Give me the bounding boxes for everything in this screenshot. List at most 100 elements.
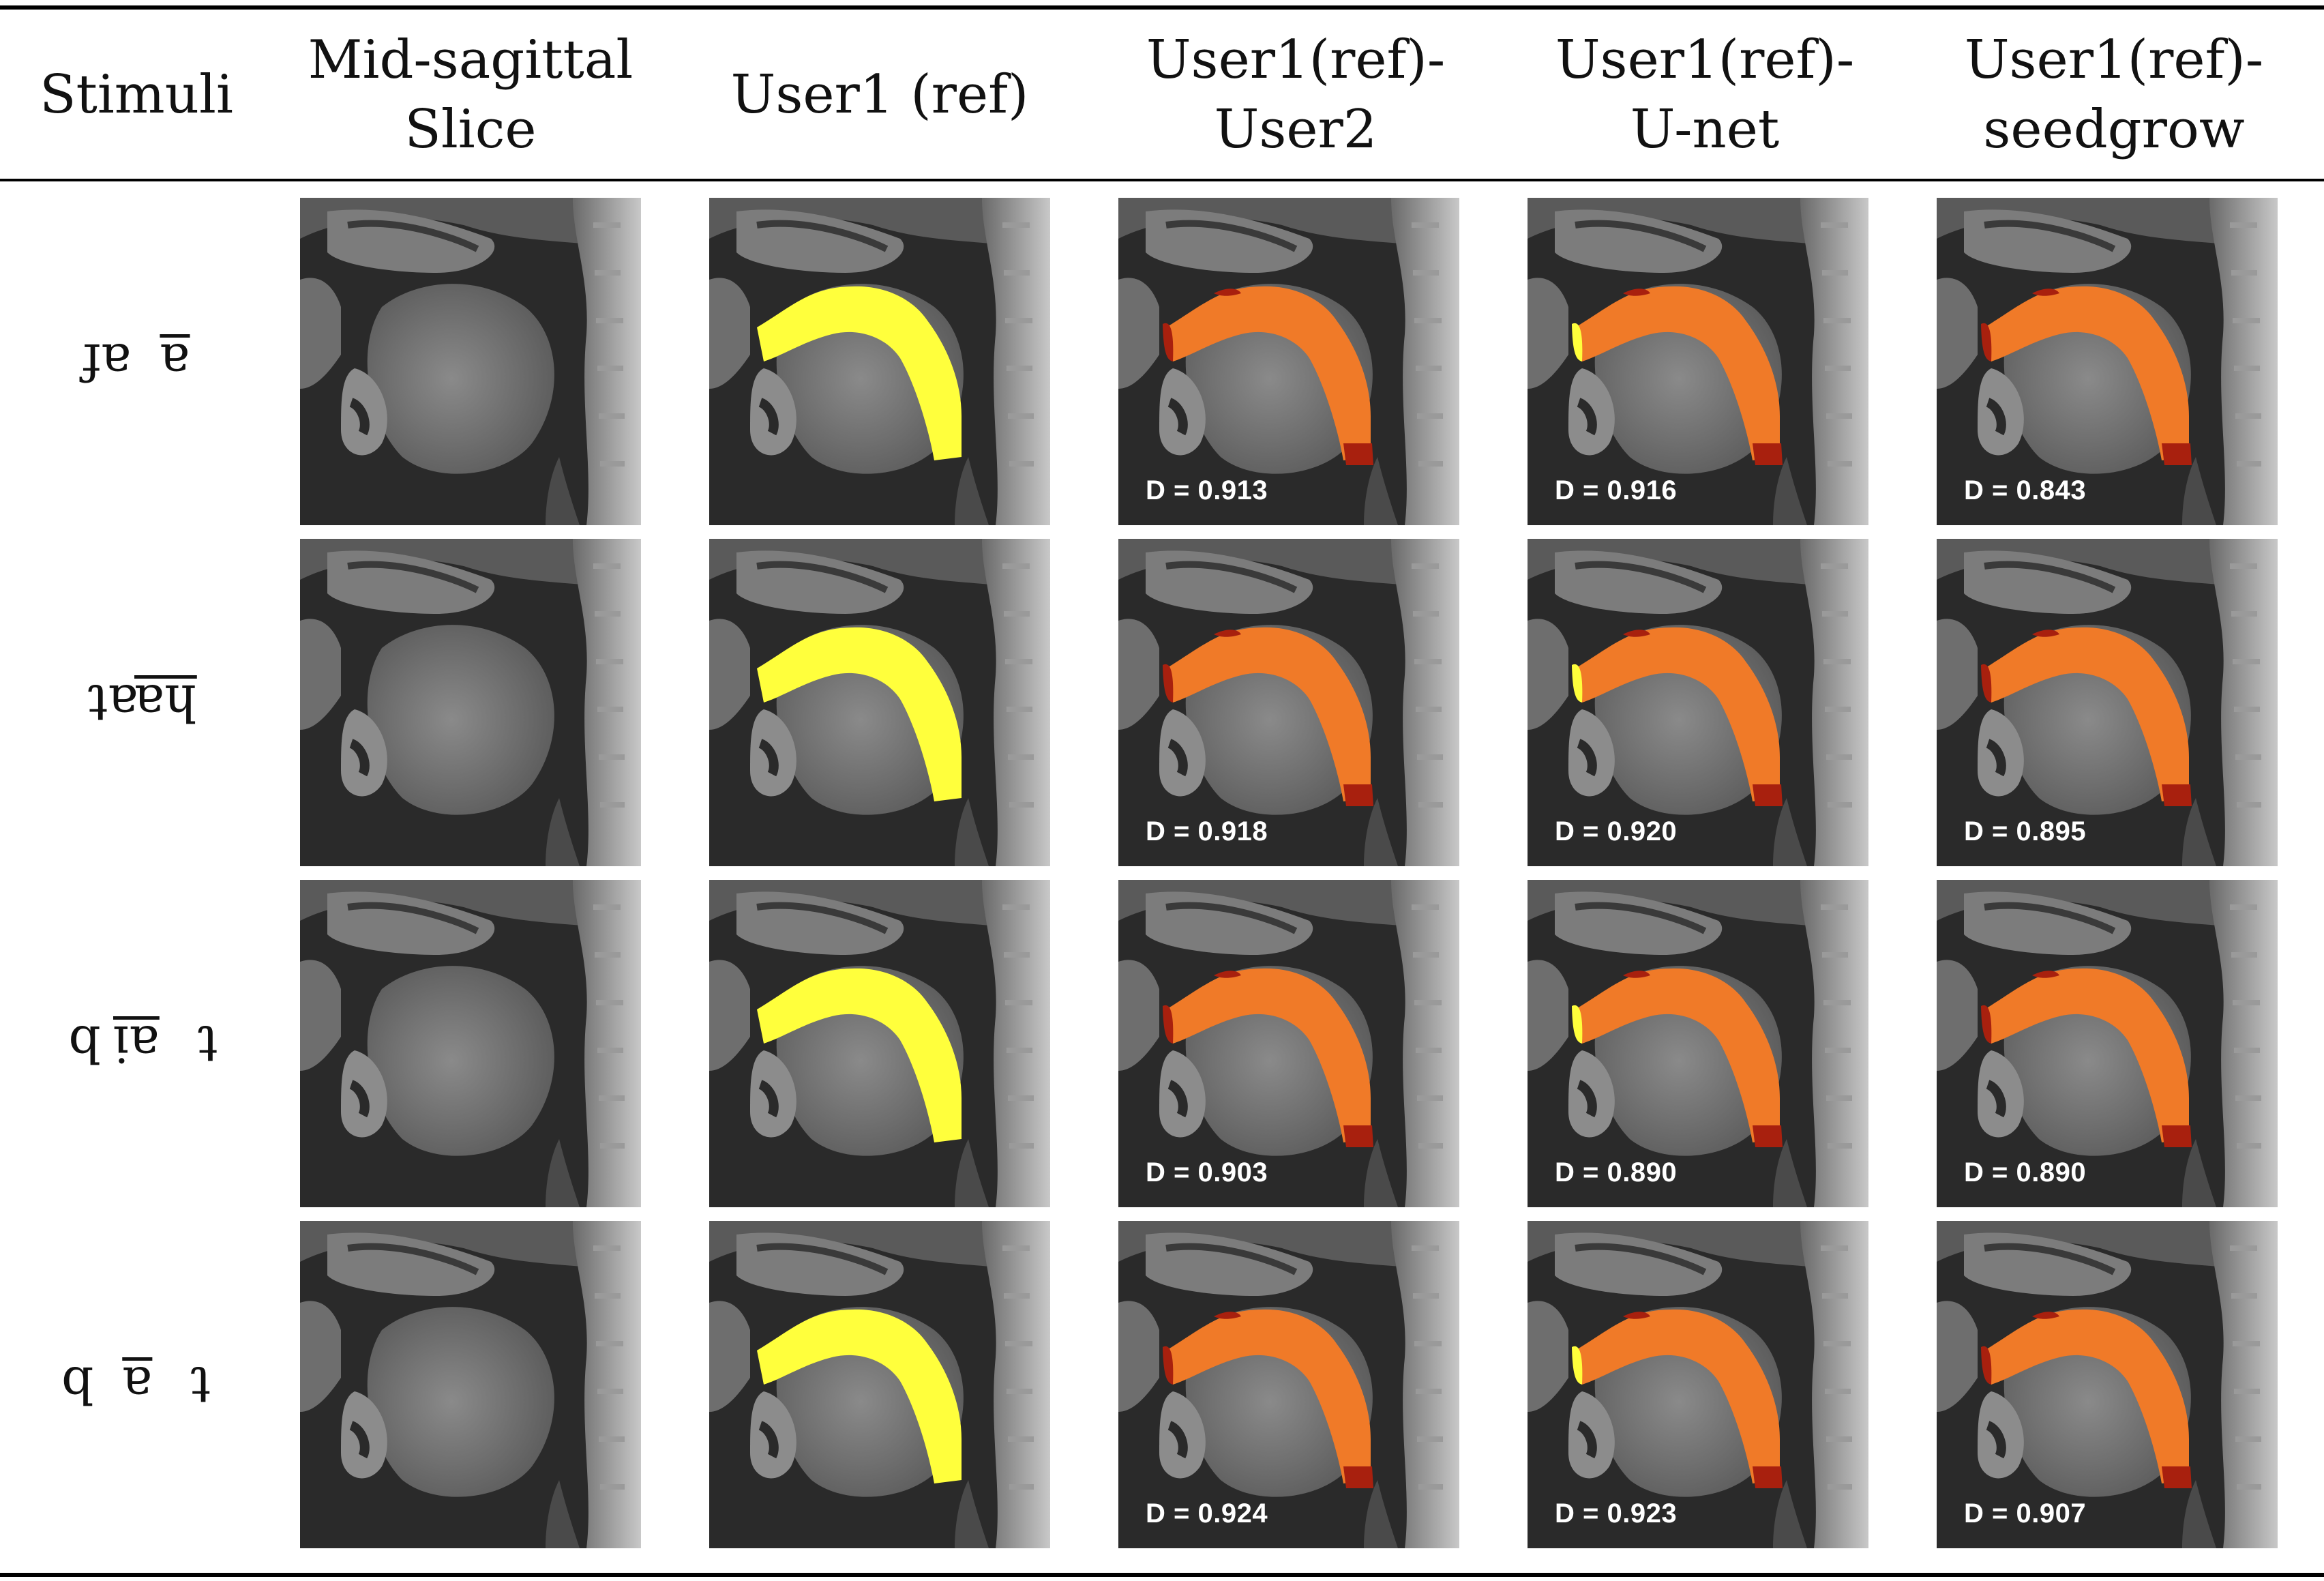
comparison-panel: D = 0.843 — [1937, 198, 2278, 525]
header-user1-seedgrow: User1(ref)- seedgrow — [1964, 29, 2264, 160]
mri-slice-image — [1118, 539, 1459, 866]
mismatch-region — [1163, 664, 1174, 703]
header-user1-ref: User1 (ref) — [730, 64, 1029, 125]
mismatch-region — [1343, 1125, 1373, 1147]
table-top-rule — [0, 5, 2324, 10]
reference-panel — [709, 1221, 1050, 1548]
overlap-segmentation-mask — [1984, 968, 2189, 1142]
reference-panel — [709, 539, 1050, 866]
stimulus-label: af a — [83, 332, 190, 391]
mismatch-region — [1572, 323, 1583, 361]
mismatch-region — [1343, 443, 1373, 465]
comparison-panel: D = 0.903 — [1118, 880, 1459, 1207]
overlap-segmentation-mask — [1984, 1309, 2189, 1483]
overlap-segmentation-mask — [1984, 286, 2189, 460]
mri-slice-image — [709, 539, 1050, 866]
mismatch-region — [1163, 1005, 1174, 1044]
header-stimuli: Stimuli — [40, 64, 233, 125]
mismatch-region — [1981, 664, 1992, 703]
stimulus-label: at ha — [88, 673, 197, 732]
mismatch-region — [1623, 289, 1650, 296]
mismatch-region — [1623, 630, 1650, 637]
mismatch-region — [1623, 971, 1650, 978]
mri-slice-image — [1118, 1221, 1459, 1548]
mismatch-region — [1572, 1346, 1583, 1385]
dice-score: D = 0.913 — [1146, 475, 1268, 505]
dice-score: D = 0.890 — [1555, 1157, 1678, 1187]
stimulus-label: b ai t — [68, 1014, 218, 1073]
mismatch-region — [1753, 1125, 1783, 1147]
mismatch-region — [1753, 443, 1783, 465]
mismatch-region — [1572, 664, 1583, 703]
comparison-panel: D = 0.918 — [1118, 539, 1459, 866]
overlap-segmentation-mask — [1166, 968, 1371, 1142]
comparison-panel: D = 0.907 — [1937, 1221, 2278, 1548]
overlap-segmentation-mask — [1575, 286, 1780, 460]
mid-sagittal-slice-panel — [300, 1221, 641, 1548]
comparison-panel: D = 0.890 — [1937, 880, 2278, 1207]
mri-slice-image — [1118, 880, 1459, 1207]
mri-slice-image — [300, 198, 641, 525]
mismatch-region — [1623, 1312, 1650, 1319]
mismatch-region — [1753, 784, 1783, 806]
dice-score: D = 0.923 — [1555, 1498, 1678, 1528]
mismatch-region — [1753, 1466, 1783, 1488]
reference-panel — [709, 198, 1050, 525]
dice-score: D = 0.920 — [1555, 816, 1678, 846]
mri-slice-image — [300, 1221, 641, 1548]
mismatch-region — [1214, 1312, 1241, 1319]
overlap-segmentation-mask — [1984, 627, 2189, 801]
mri-slice-image — [709, 198, 1050, 525]
dice-score: D = 0.895 — [1964, 816, 2087, 846]
header-user1-user2: User1(ref)- User2 — [1146, 29, 1446, 160]
comparison-panel: D = 0.924 — [1118, 1221, 1459, 1548]
mri-slice-image — [1528, 198, 1868, 525]
mismatch-region — [1214, 630, 1241, 637]
mismatch-region — [2162, 1125, 2192, 1147]
mismatch-region — [1572, 1005, 1583, 1044]
dice-score: D = 0.890 — [1964, 1157, 2087, 1187]
dice-score: D = 0.918 — [1146, 816, 1268, 846]
dice-score: D = 0.924 — [1146, 1498, 1268, 1528]
comparison-panel: D = 0.895 — [1937, 539, 2278, 866]
overlap-segmentation-mask — [1166, 286, 1371, 460]
reference-segmentation-mask — [757, 1309, 962, 1483]
dice-score: D = 0.903 — [1146, 1157, 1268, 1187]
mismatch-region — [1214, 971, 1241, 978]
comparison-panel: D = 0.913 — [1118, 198, 1459, 525]
mri-slice-image — [1937, 1221, 2278, 1548]
table-bottom-rule — [0, 1573, 2324, 1577]
mismatch-region — [2162, 784, 2192, 806]
mismatch-region — [1163, 1346, 1174, 1385]
mid-sagittal-slice-panel — [300, 539, 641, 866]
reference-panel — [709, 880, 1050, 1207]
mri-slice-image — [1528, 539, 1868, 866]
comparison-panel: D = 0.923 — [1528, 1221, 1868, 1548]
dice-score: D = 0.907 — [1964, 1498, 2087, 1528]
mri-slice-image — [709, 1221, 1050, 1548]
mri-slice-image — [1528, 880, 1868, 1207]
mismatch-region — [1981, 323, 1992, 361]
mri-slice-image — [300, 880, 641, 1207]
comparison-panel: D = 0.916 — [1528, 198, 1868, 525]
dice-score: D = 0.916 — [1555, 475, 1678, 505]
mismatch-region — [1214, 289, 1241, 296]
mri-slice-image — [300, 539, 641, 866]
mismatch-region — [2032, 971, 2059, 978]
mri-slice-image — [709, 880, 1050, 1207]
reference-segmentation-mask — [757, 286, 962, 460]
reference-segmentation-mask — [757, 968, 962, 1142]
header-user1-unet: User1(ref)- U-net — [1555, 29, 1855, 160]
table-header-rule — [0, 179, 2324, 181]
overlap-segmentation-mask — [1575, 627, 1780, 801]
overlap-segmentation-mask — [1575, 968, 1780, 1142]
mismatch-region — [2032, 1312, 2059, 1319]
mismatch-region — [2162, 1466, 2192, 1488]
mismatch-region — [1981, 1346, 1992, 1385]
mri-slice-image — [1118, 198, 1459, 525]
mri-slice-image — [1528, 1221, 1868, 1548]
mismatch-region — [1343, 1466, 1373, 1488]
mismatch-region — [1163, 323, 1174, 361]
mismatch-region — [1343, 784, 1373, 806]
